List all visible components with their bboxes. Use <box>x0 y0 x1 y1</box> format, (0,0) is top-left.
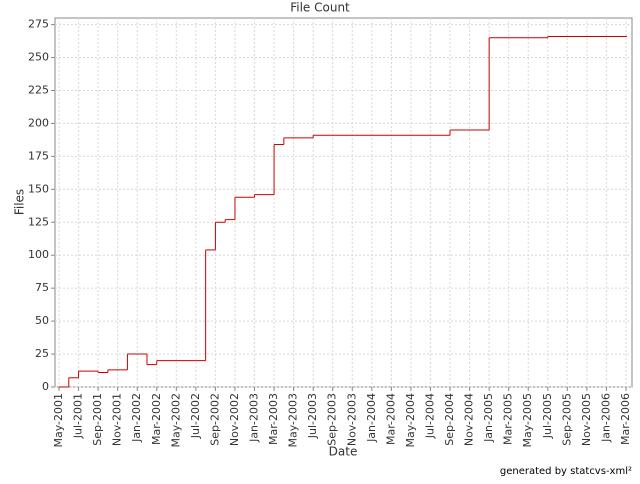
footer: generated by statcvs-xml² <box>500 466 632 477</box>
y-tick-label: 225 <box>28 83 49 96</box>
x-tick-label: May-2002 <box>169 393 182 448</box>
y-tick-label: 275 <box>28 18 49 31</box>
y-tick-label: 175 <box>28 149 49 162</box>
x-tick-label: Jul-2003 <box>306 393 319 439</box>
x-tick-label: Sep-2005 <box>560 393 573 446</box>
x-tick-label: May-2005 <box>521 393 534 448</box>
x-axis-label: Date <box>329 445 358 459</box>
x-tick-label: Mar-2004 <box>384 393 397 445</box>
y-tick-label: 250 <box>28 51 49 64</box>
x-tick-label: Jul-2005 <box>541 393 554 439</box>
y-tick-label: 0 <box>42 380 49 393</box>
x-tick-label: Nov-2003 <box>345 393 358 446</box>
y-tick-label: 200 <box>28 116 49 129</box>
y-tick-label: 100 <box>28 248 49 261</box>
x-tick-label: Sep-2001 <box>91 393 104 446</box>
x-tick-label: Mar-2005 <box>502 393 515 445</box>
x-tick-label: Nov-2005 <box>580 393 593 446</box>
y-tick-label: 75 <box>35 281 49 294</box>
x-tick-label: Jul-2001 <box>72 393 85 439</box>
x-tick-label: Mar-2003 <box>267 393 280 445</box>
y-tick-label: 25 <box>35 347 49 360</box>
y-axis-label: Files <box>13 189 27 215</box>
x-tick-label: Jan-2006 <box>599 393 612 443</box>
x-tick-label: Nov-2002 <box>228 393 241 446</box>
x-tick-label: Jul-2004 <box>423 393 436 439</box>
x-tick-label: May-2003 <box>287 393 300 448</box>
x-tick-label: Mar-2002 <box>150 393 163 445</box>
x-tick-label: Jan-2003 <box>248 393 261 443</box>
x-tick-label: Mar-2006 <box>619 393 632 445</box>
x-tick-label: Jan-2005 <box>482 393 495 443</box>
x-tick-label: May-2004 <box>404 393 417 448</box>
plot-frame <box>54 17 633 388</box>
y-tick-label: 150 <box>28 182 49 195</box>
x-tick-label: Jul-2002 <box>189 393 202 439</box>
x-tick-label: May-2001 <box>52 393 65 448</box>
x-tick-label: Sep-2004 <box>443 393 456 446</box>
chart-title: File Count <box>290 1 350 15</box>
x-tick-label: Jan-2004 <box>365 393 378 443</box>
x-tick-label: Sep-2003 <box>326 393 339 446</box>
y-tick-label: 50 <box>35 314 49 327</box>
x-tick-label: Sep-2002 <box>208 393 221 446</box>
x-tick-label: Nov-2001 <box>111 393 124 446</box>
y-tick-label: 125 <box>28 215 49 228</box>
x-tick-label: Nov-2004 <box>463 393 476 446</box>
x-tick-label: Jan-2002 <box>130 393 143 443</box>
